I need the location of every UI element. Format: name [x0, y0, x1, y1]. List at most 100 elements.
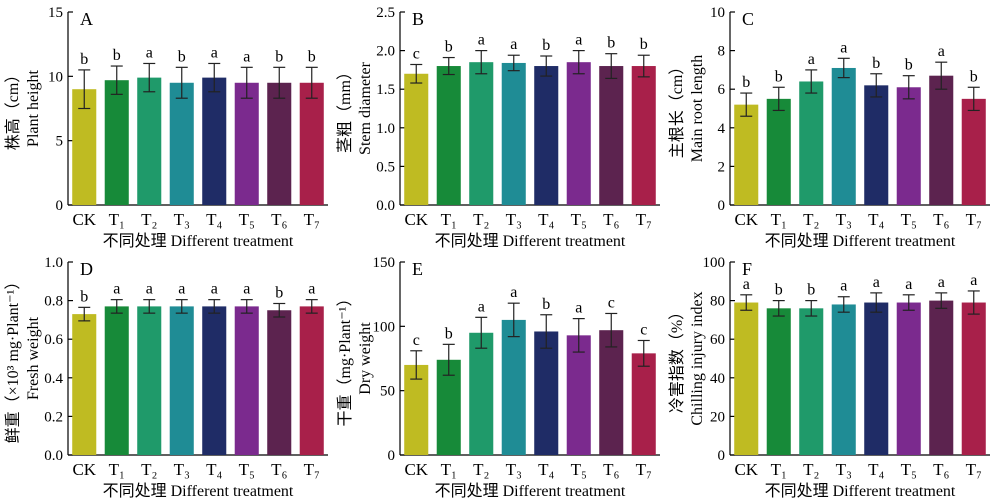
bar — [631, 353, 656, 455]
bar — [469, 62, 494, 206]
significance-letter: a — [905, 276, 912, 293]
significance-letter: a — [478, 298, 485, 315]
y-axis-label-en: Stem diameter — [357, 61, 374, 155]
bar — [299, 82, 324, 205]
significance-letter: a — [808, 51, 815, 68]
x-tick-label: T₆ — [603, 210, 619, 229]
x-tick-label: T₁ — [441, 460, 457, 479]
significance-letter: a — [743, 276, 750, 293]
y-tick-label: 100 — [703, 255, 726, 271]
x-tick-label: T₇ — [304, 210, 320, 229]
bar — [599, 330, 624, 455]
x-tick-label: T₅ — [901, 460, 917, 479]
significance-letter: b — [178, 48, 186, 65]
x-tick-label: T₆ — [933, 210, 949, 229]
significance-letter: b — [970, 68, 978, 85]
bar — [436, 66, 461, 205]
x-tick-label: T₅ — [901, 210, 917, 229]
bar — [267, 310, 292, 455]
x-tick-label: CK — [734, 210, 758, 229]
significance-letter: a — [873, 274, 880, 291]
y-axis-label-en: Plant height — [25, 70, 42, 147]
significance-letter: b — [275, 48, 283, 65]
bar — [799, 308, 824, 455]
x-axis-label: 不同处理 Different treatment — [435, 482, 626, 500]
significance-letter: a — [510, 36, 517, 53]
y-tick-label: 0.2 — [44, 409, 63, 425]
bar — [234, 82, 259, 205]
bar — [896, 87, 921, 205]
y-axis-label-cn: 株高（cm） — [4, 67, 22, 151]
y-axis-label-cn: 鲜重（×10³ mg·Plant⁻¹） — [4, 274, 22, 444]
x-tick-label: T₂ — [803, 460, 819, 479]
y-tick-label: 1.0 — [376, 121, 395, 137]
significance-letter: b — [742, 74, 750, 91]
x-axis-label: 不同处理 Different treatment — [103, 232, 294, 250]
x-tick-label: T₆ — [271, 210, 287, 229]
chart-panel-b: 0.0 0.5 1.0 1.5 2.0 2.5 c CK b T₁ a T₂ a T₃ b T₄ a T₅ b T₆ b… — [336, 5, 660, 250]
y-tick-label: 0.0 — [44, 448, 63, 464]
y-tick-label: 0 — [718, 198, 726, 214]
panel-letter: C — [742, 9, 754, 29]
significance-letter: a — [970, 272, 977, 289]
bar — [169, 82, 194, 205]
bar — [831, 67, 856, 205]
bar — [202, 77, 227, 205]
significance-letter: b — [542, 37, 550, 54]
significance-letter: c — [413, 332, 420, 349]
y-axis-label-cn: 干重（mg·Plant⁻¹） — [336, 291, 354, 427]
significance-letter: c — [608, 294, 615, 311]
bar — [864, 302, 889, 455]
bar — [534, 66, 559, 205]
bar — [234, 306, 259, 455]
x-tick-label: T₃ — [836, 460, 852, 479]
bar — [299, 306, 324, 455]
x-tick-label: T₇ — [966, 460, 982, 479]
bar — [501, 319, 526, 455]
bar — [72, 314, 97, 455]
x-tick-label: T₂ — [803, 210, 819, 229]
y-axis-label-cn: 主根长（cm） — [668, 59, 686, 159]
bar — [137, 77, 162, 205]
bar — [404, 364, 429, 455]
y-tick-label: 150 — [373, 255, 396, 271]
bar — [566, 335, 591, 455]
x-tick-label: T₆ — [933, 460, 949, 479]
significance-letter: b — [807, 282, 815, 299]
significance-letter: a — [146, 44, 153, 61]
y-tick-label: 10 — [48, 69, 63, 85]
x-tick-label: T₇ — [636, 210, 652, 229]
chart-panel-d: 0.0 0.2 0.4 0.6 0.8 1.0 b CK a T₁ a T₂ a T₃ a T₄ a T₅ b T₆ a… — [4, 255, 328, 500]
significance-letter: b — [775, 68, 783, 85]
significance-letter: b — [80, 288, 88, 305]
y-tick-label: 5 — [56, 134, 64, 150]
x-tick-label: T₆ — [603, 460, 619, 479]
y-axis-label-en: Main root length — [689, 55, 706, 163]
y-tick-label: 8 — [718, 44, 726, 60]
x-tick-label: T₅ — [571, 210, 587, 229]
significance-letter: a — [308, 281, 315, 298]
x-tick-label: CK — [72, 460, 96, 479]
chart-panel-c: 0 2 4 6 8 10 b CK b T₁ a T₂ a T₃ b T₄ b T₅ a T₆ b T₇ 不同处理 Diff… — [668, 5, 990, 250]
y-tick-label: 0 — [718, 448, 726, 464]
significance-letter: b — [113, 47, 121, 64]
y-tick-label: 2.5 — [376, 5, 395, 21]
x-tick-label: T₄ — [538, 460, 554, 479]
panel-letter: B — [412, 9, 424, 29]
y-tick-label: 0 — [56, 198, 64, 214]
y-tick-label: 0.8 — [44, 294, 63, 310]
significance-letter: a — [211, 281, 218, 298]
x-axis-label: 不同处理 Different treatment — [765, 482, 956, 500]
chart-panel-e: 0 50 100 150 c CK b T₁ a T₂ a T₃ b T₄ a T₅ c T₆ c T₇ 不同处理 Di… — [336, 255, 660, 500]
significance-letter: a — [146, 281, 153, 298]
x-tick-label: T₃ — [174, 460, 190, 479]
x-tick-label: T₅ — [239, 460, 255, 479]
x-tick-label: T₄ — [206, 210, 222, 229]
y-tick-label: 2 — [718, 159, 726, 175]
bar — [599, 66, 624, 205]
significance-letter: a — [575, 32, 582, 49]
y-axis-label-cn: 冷害指数（%） — [668, 304, 686, 413]
significance-letter: a — [510, 284, 517, 301]
x-tick-label: CK — [404, 460, 428, 479]
